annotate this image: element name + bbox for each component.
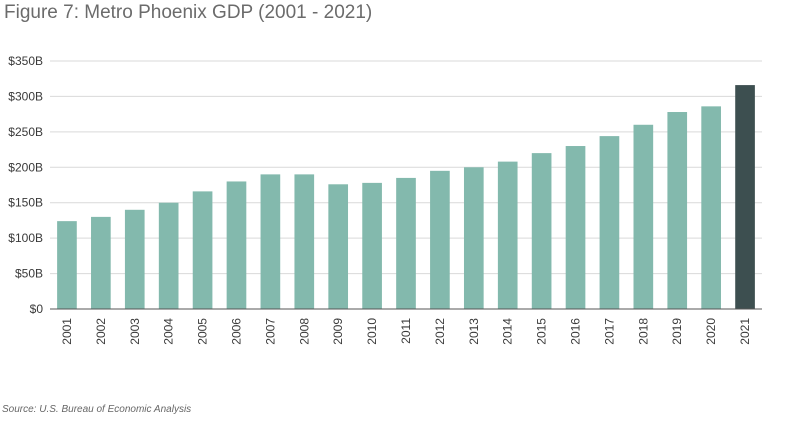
bar-2018 [633,124,654,310]
x-tick-label: 2011 [399,318,413,344]
bar-2016 [565,146,586,309]
x-tick-label: 2009 [331,318,345,345]
x-tick-label: 2006 [229,318,243,345]
x-tick-label: 2008 [297,318,311,345]
x-tick-label: 2015 [535,318,549,345]
x-tick-label: 2003 [128,318,142,345]
bar-2002 [91,216,111,309]
bar-2006 [226,181,247,309]
y-tick-label: $100B [8,231,43,245]
bar-2012 [430,170,450,309]
bar-2007 [260,174,281,309]
source-note: Source: U.S. Bureau of Economic Analysis [2,404,192,415]
bar-2010 [362,182,382,309]
x-tick-label: 2005 [196,318,210,345]
x-tick-label: 2012 [433,318,447,345]
y-tick-label: $200B [8,160,43,174]
bar-2008 [294,174,315,309]
x-tick-label: 2021 [738,318,752,345]
y-tick-label: $50B [15,267,43,281]
x-tick-label: 2018 [636,318,650,345]
y-tick-label: $0 [30,302,44,316]
bar-2017 [599,136,620,309]
y-axis-tick-labels: $0 $50B $100B $150B $200B $250B $300B $350B [8,54,43,316]
bar-2009 [328,184,349,309]
x-tick-label: 2017 [602,318,616,345]
x-tick-label: 2014 [501,318,515,345]
x-tick-label: 2013 [467,318,481,345]
bar-2013 [463,167,484,309]
y-tick-label: $250B [8,125,43,139]
bar-2003 [124,209,145,309]
y-tick-label: $300B [8,89,43,103]
x-axis-tick-labels: 2001 2002 2003 2004 2005 2006 2007 2008 2009 2010… [60,318,752,345]
bar-2004 [158,202,179,309]
x-tick-label: 2019 [670,318,684,345]
bar-2015 [531,153,552,309]
bar-2019 [667,112,688,309]
chart-title: Figure 7: Metro Phoenix GDP (2001 - 2021… [4,2,373,23]
bar-2005 [192,191,213,309]
y-tick-label: $350B [8,54,43,68]
y-tick-label: $150B [8,196,43,210]
x-tick-label: 2020 [704,318,718,345]
bars [57,85,755,310]
x-tick-label: 2016 [569,318,583,345]
bar-2020 [701,106,721,309]
bar-2014 [497,161,518,309]
bar-2001 [57,221,77,309]
x-tick-label: 2007 [263,318,277,345]
x-tick-label: 2004 [162,318,176,345]
x-tick-label: 2002 [94,318,108,345]
x-tick-label: 2001 [60,318,74,345]
bar-2011 [396,177,416,309]
x-tick-label: 2010 [365,318,379,345]
bar-2021 [735,85,755,309]
